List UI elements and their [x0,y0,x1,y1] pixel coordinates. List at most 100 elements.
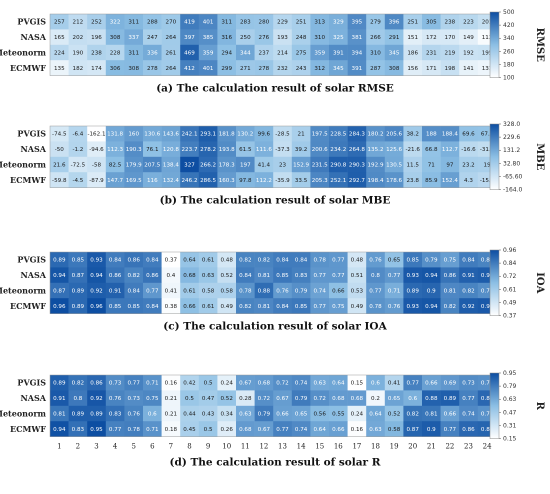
cell-label: 306 [110,66,121,72]
heatmap-cell [366,44,386,61]
heatmap-cell [254,298,274,314]
cell-label: 112.7 [442,147,458,153]
cell-label: 271 [240,66,251,72]
heatmap-cell [254,421,274,437]
cell-label: 0.43 [202,412,215,418]
heatmap-cell [329,44,348,61]
heatmap-cell [50,29,69,46]
heatmap-cell [124,267,144,284]
heatmap-cell [347,172,367,188]
heatmap-cell [217,29,237,46]
heatmap-panel-2: PVGISNASAMeteonormECMWF-74.5-6.4-162.113… [0,121,545,207]
heatmap-cell [422,60,441,76]
heatmap-cell [273,375,293,391]
cell-label: 329 [333,20,344,26]
cell-label: 0.77 [369,289,382,295]
heatmap-panel-1: PVGIS NASA Meteonorm ECMWF 257 212 252 322 311 28… [0,9,545,95]
heatmap-cell [198,14,218,30]
cell-label: 193 [277,35,288,41]
heatmap-cell [161,421,181,437]
heatmap-cell [50,126,69,142]
heatmap-cell [310,421,330,437]
heatmap-cell [105,252,125,268]
heatmap-cell [329,60,348,76]
cell-label: 160 [128,132,139,138]
heatmap-cell [403,141,423,158]
cell-label: 0.91 [53,396,66,402]
x-tick-label: 6 [150,443,155,451]
heatmap-cell [50,172,69,188]
cell-label: 0.82 [239,258,251,264]
cell-label: 0.84 [146,258,159,264]
colorbar [489,372,500,439]
row-label: ECMWF [10,424,46,434]
cell-label: 0.93 [406,273,419,279]
heatmap-cell [440,172,460,188]
heatmap-cell [384,156,404,173]
heatmap-cell [403,14,423,30]
cell-label: 305 [426,20,437,26]
heatmap-cell [161,156,181,173]
heatmap-cell [459,267,479,284]
heatmap-cell [422,375,441,391]
cell-label: 0.77 [127,381,140,387]
heatmap-cell [124,156,144,173]
heatmap-cell [217,14,237,30]
cell-label: 419 [184,20,195,26]
heatmap-cell [329,14,348,30]
cell-label: 311 [128,51,139,57]
cell-label: 0.6 [148,412,157,418]
heatmap-panel-4: PVGISNASAMeteonormECMWF0.890.820.860.730… [0,370,545,469]
cell-label: 391 [352,66,363,72]
heatmap-cell [198,252,218,268]
cell-label: 112.2 [256,178,272,184]
row-label: PVGIS [17,255,46,265]
colorbar-tick-label: 32.80 [503,160,520,167]
heatmap-cell [180,29,200,46]
heatmap-cell [143,126,162,142]
heatmap-cell [236,282,255,299]
cell-label: 0.86 [90,381,103,387]
cell-label: -50 [55,147,65,153]
cell-label: 0.76 [109,396,122,402]
heatmap-cell [440,126,460,142]
heatmap-cell [403,252,423,268]
cell-label: 147.7 [107,178,123,184]
cell-label: 0.94 [90,273,103,279]
cell-label: 0.56 [313,412,326,418]
cell-label: 401 [203,66,214,72]
cell-label: 0.89 [72,289,85,295]
heatmap-cell [329,282,348,299]
cell-label: 293.1 [200,132,216,138]
cell-label: 174 [91,66,102,72]
heatmap-cell [236,60,255,76]
heatmap-cell [254,405,274,422]
cell-label: 0.84 [462,258,475,264]
heatmap-cell [180,156,200,173]
cell-label: 308 [128,66,139,72]
cell-label: 0.65 [388,396,401,402]
heatmap-cell [384,375,404,391]
heatmap-cell [422,282,441,299]
heatmap-cell [440,282,460,299]
heatmap-cell [254,267,274,284]
cell-label: 0.86 [444,273,457,279]
heatmap-cell [68,156,88,173]
heatmap-cell [440,267,460,284]
cell-label: -72.5 [71,163,86,169]
heatmap-cell [87,172,107,188]
cell-label: 0.63 [202,273,215,279]
colorbar-tick-label: 0.72 [503,273,517,280]
cell-label: 0.83 [109,412,122,418]
cell-label: 130.6 [144,132,160,138]
heatmap-cell [347,29,367,46]
cell-label: 0.73 [109,381,122,387]
heatmap-cell [273,29,293,46]
heatmap-cell [440,29,460,46]
heatmap-cell [68,60,88,76]
cell-label: 0.85 [72,258,85,264]
heatmap-cell [217,126,237,142]
colorbar-tick-label: 420 [503,22,515,29]
cell-label: 0.58 [220,289,233,295]
heatmap-cell [329,156,348,173]
